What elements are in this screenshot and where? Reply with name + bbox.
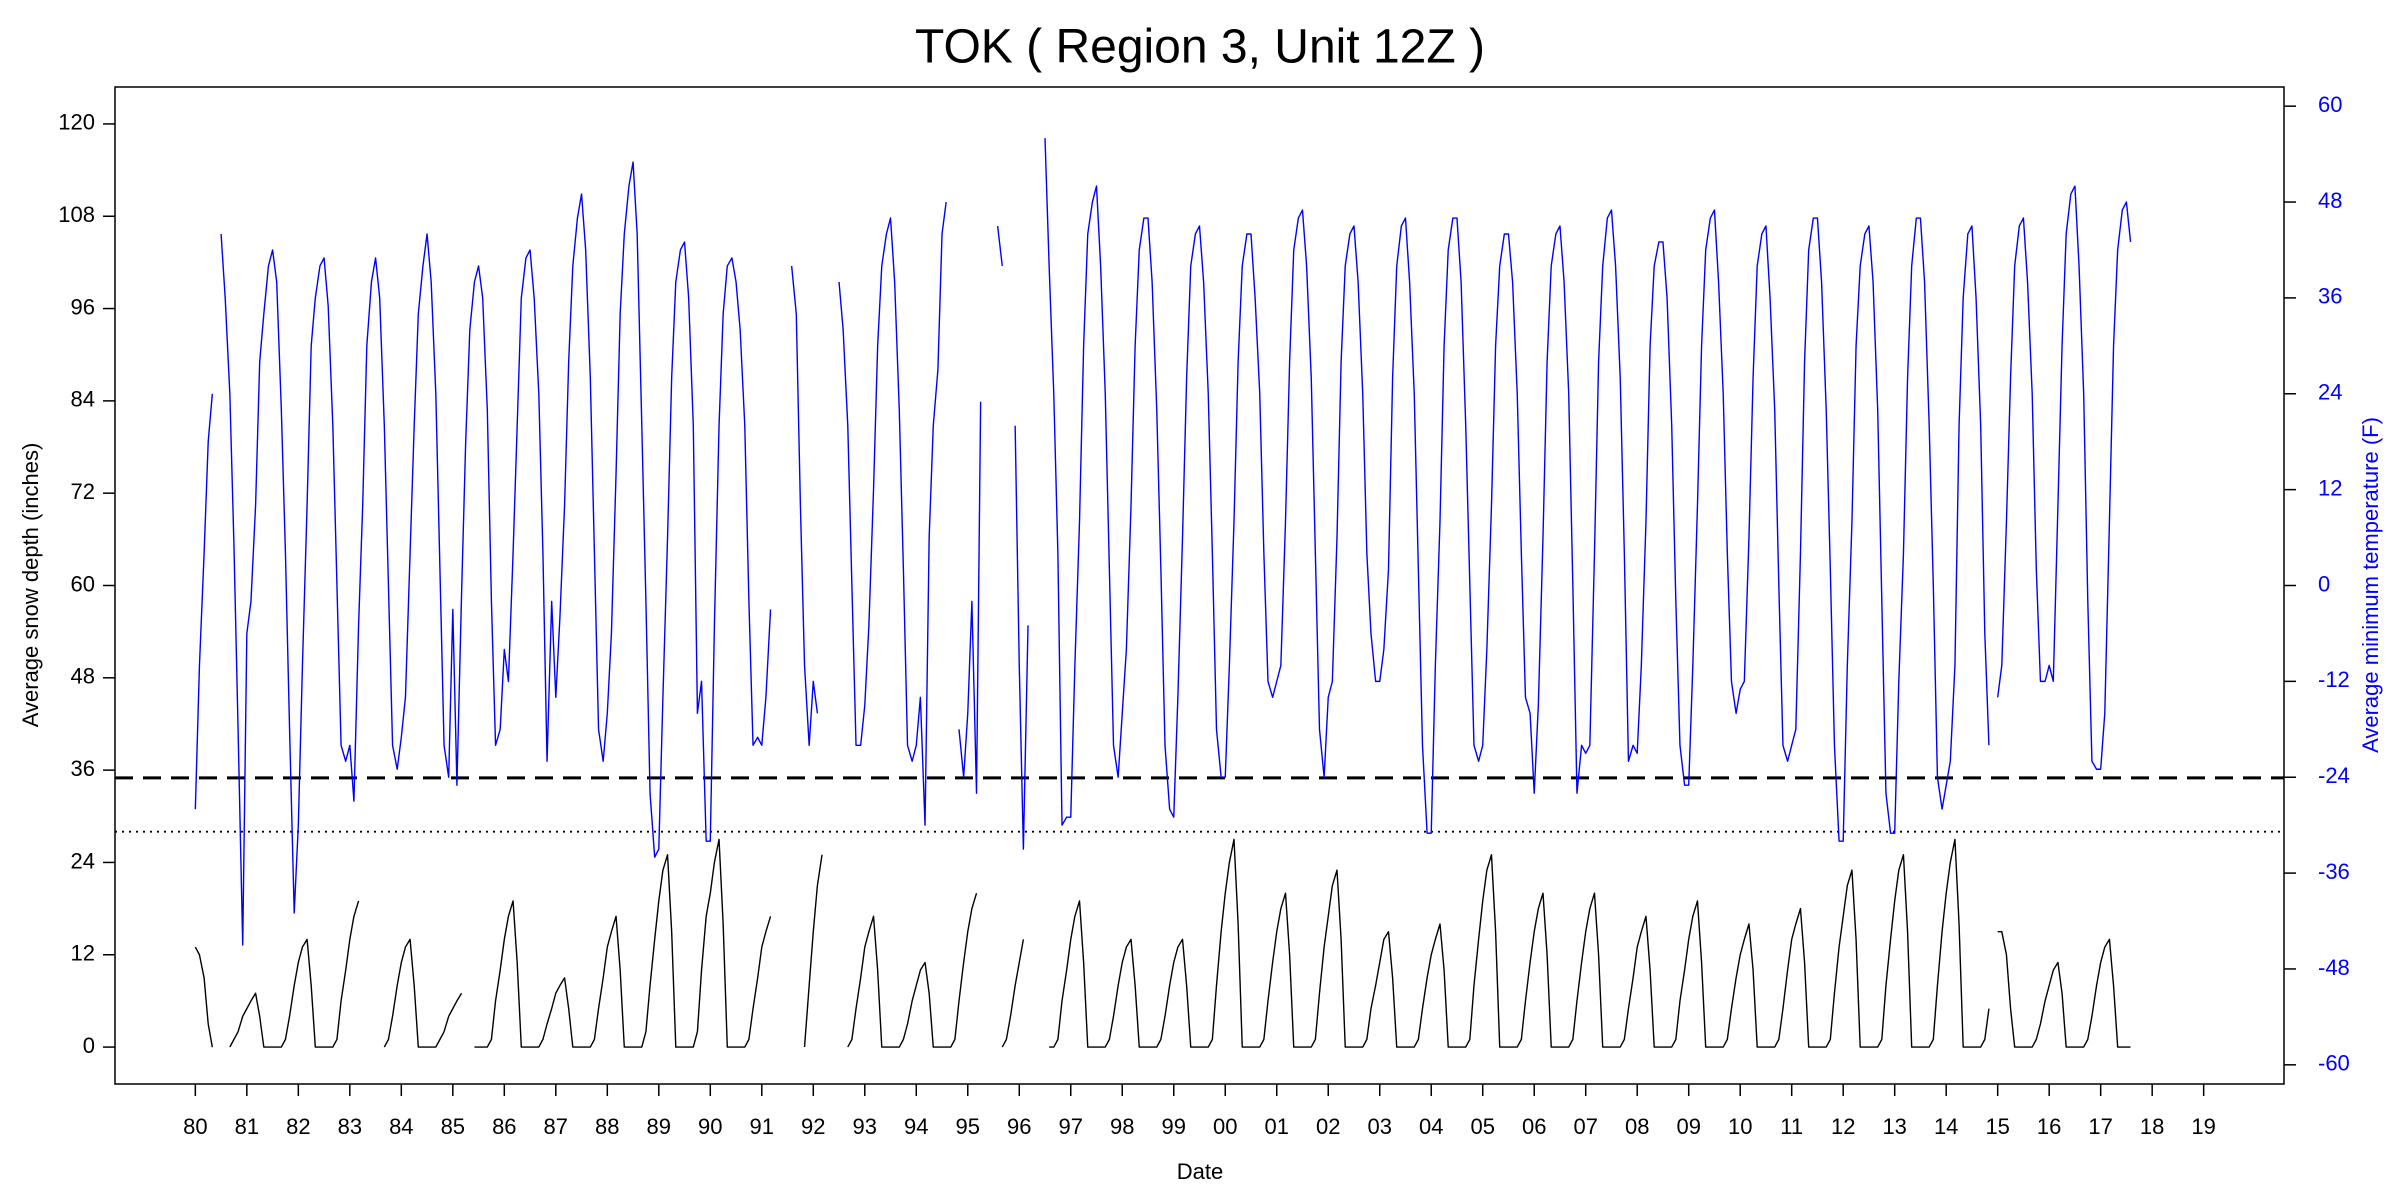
x-tick-label: 19 — [2191, 1114, 2215, 1139]
x-tick-label: 07 — [1573, 1114, 1597, 1139]
x-tick-label: 95 — [956, 1114, 980, 1139]
x-tick-label: 98 — [1110, 1114, 1134, 1139]
y2-tick-label: 48 — [2318, 188, 2342, 213]
x-tick-label: 04 — [1419, 1114, 1443, 1139]
x-tick-label: 12 — [1831, 1114, 1855, 1139]
x-tick-label: 90 — [698, 1114, 722, 1139]
x-tick-label: 97 — [1059, 1114, 1083, 1139]
x-tick-label: 11 — [1780, 1114, 1803, 1139]
x-tick-label: 06 — [1522, 1114, 1546, 1139]
x-tick-label: 09 — [1676, 1114, 1700, 1139]
x-tick-label: 00 — [1213, 1114, 1237, 1139]
x-tick-label: 89 — [647, 1114, 671, 1139]
y2-tick-label: -24 — [2318, 763, 2350, 788]
x-tick-label: 14 — [1934, 1114, 1958, 1139]
x-tick-label: 03 — [1367, 1114, 1391, 1139]
x-axis-label: Date — [1177, 1159, 1223, 1184]
y-tick-label: 108 — [58, 202, 95, 227]
x-tick-label: 84 — [389, 1114, 413, 1139]
x-tick-label: 80 — [183, 1114, 207, 1139]
x-tick-label: 17 — [2088, 1114, 2112, 1139]
x-tick-label: 08 — [1625, 1114, 1649, 1139]
x-tick-label: 85 — [441, 1114, 465, 1139]
x-tick-label: 10 — [1728, 1114, 1752, 1139]
y2-tick-label: 60 — [2318, 92, 2342, 117]
chart-title: TOK ( Region 3, Unit 12Z ) — [915, 21, 1485, 74]
y-tick-label: 12 — [71, 941, 95, 966]
y2-tick-label: -12 — [2318, 667, 2350, 692]
x-tick-label: 16 — [2037, 1114, 2061, 1139]
y2-tick-label: 36 — [2318, 284, 2342, 309]
y-tick-label: 60 — [71, 571, 95, 596]
y-tick-label: 0 — [83, 1033, 95, 1058]
x-tick-label: 88 — [595, 1114, 619, 1139]
x-tick-label: 81 — [235, 1114, 259, 1139]
x-tick-label: 86 — [492, 1114, 516, 1139]
x-tick-label: 18 — [2140, 1114, 2164, 1139]
y-tick-label: 120 — [58, 110, 95, 135]
x-tick-label: 15 — [1985, 1114, 2009, 1139]
x-tick-label: 92 — [801, 1114, 825, 1139]
x-tick-label: 05 — [1470, 1114, 1494, 1139]
x-tick-label: 87 — [544, 1114, 568, 1139]
y-tick-label: 96 — [71, 294, 95, 319]
y2-tick-label: 24 — [2318, 380, 2342, 405]
x-tick-label: 96 — [1007, 1114, 1031, 1139]
y2-tick-label: -60 — [2318, 1051, 2350, 1076]
y-tick-label: 84 — [71, 387, 95, 412]
x-tick-label: 01 — [1265, 1114, 1289, 1139]
y-tick-label: 24 — [71, 848, 95, 873]
x-tick-label: 83 — [338, 1114, 362, 1139]
x-tick-label: 99 — [1162, 1114, 1186, 1139]
x-tick-label: 02 — [1316, 1114, 1340, 1139]
data-line — [194, 138, 2132, 946]
x-tick-label: 91 — [750, 1114, 774, 1139]
y2-tick-label: 0 — [2318, 571, 2330, 596]
y2-axis-label: Average minimum temperature (F) — [2358, 417, 2383, 753]
y2-tick-label: 12 — [2318, 475, 2342, 500]
x-tick-label: 93 — [853, 1114, 877, 1139]
y2-tick-label: -48 — [2318, 955, 2350, 980]
x-tick-label: 82 — [286, 1114, 310, 1139]
x-tick-label: 13 — [1882, 1114, 1906, 1139]
y-tick-label: 72 — [71, 479, 95, 504]
y-tick-label: 36 — [71, 756, 95, 781]
data-line — [194, 838, 2131, 1048]
y-tick-label: 48 — [71, 664, 95, 689]
y-axis-label: Average snow depth (inches) — [18, 443, 43, 728]
y2-tick-label: -36 — [2318, 859, 2350, 884]
x-tick-label: 94 — [904, 1114, 928, 1139]
